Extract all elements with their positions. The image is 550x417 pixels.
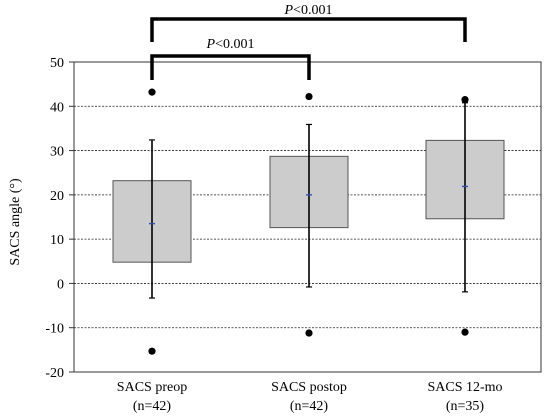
- y-tick-label: 50: [50, 56, 64, 71]
- x-category-count: (n=42): [133, 399, 172, 414]
- y-tick-label: 30: [50, 145, 64, 160]
- significance-bracket: [150, 54, 311, 80]
- y-tick-label: -10: [45, 322, 64, 337]
- significance-bracket: [150, 17, 467, 42]
- x-category-count: (n=42): [290, 399, 329, 414]
- p-value-label: P<0.001: [206, 37, 255, 52]
- p-value-label: P<0.001: [284, 3, 333, 18]
- significance-brackets: P<0.001 P<0.001: [150, 3, 467, 80]
- outlier-point: [148, 88, 156, 96]
- y-tick-label: 0: [57, 277, 64, 292]
- outlier-point: [305, 92, 313, 101]
- x-category-label: SACS postop: [271, 380, 347, 395]
- outlier-point: [148, 347, 156, 355]
- outlier-point: [461, 328, 469, 336]
- x-category-label: SACS 12-mo: [427, 380, 502, 395]
- y-tick-label: -20: [45, 366, 64, 381]
- y-axis-label: SACS angle (°): [8, 178, 23, 266]
- outlier-point: [305, 329, 313, 337]
- y-tick-label: 40: [50, 100, 64, 115]
- x-axis: SACS preop (n=42) SACS postop (n=42) SACS 12…: [117, 380, 503, 414]
- x-category-count: (n=35): [446, 399, 485, 414]
- y-axis: -20 -10 0 10 20 30 40 50: [45, 56, 74, 381]
- x-category-label: SACS preop: [117, 380, 187, 395]
- outlier-point: [461, 96, 469, 104]
- y-tick-label: 10: [50, 233, 64, 248]
- y-tick-label: 20: [50, 189, 64, 204]
- boxes: [112, 88, 505, 355]
